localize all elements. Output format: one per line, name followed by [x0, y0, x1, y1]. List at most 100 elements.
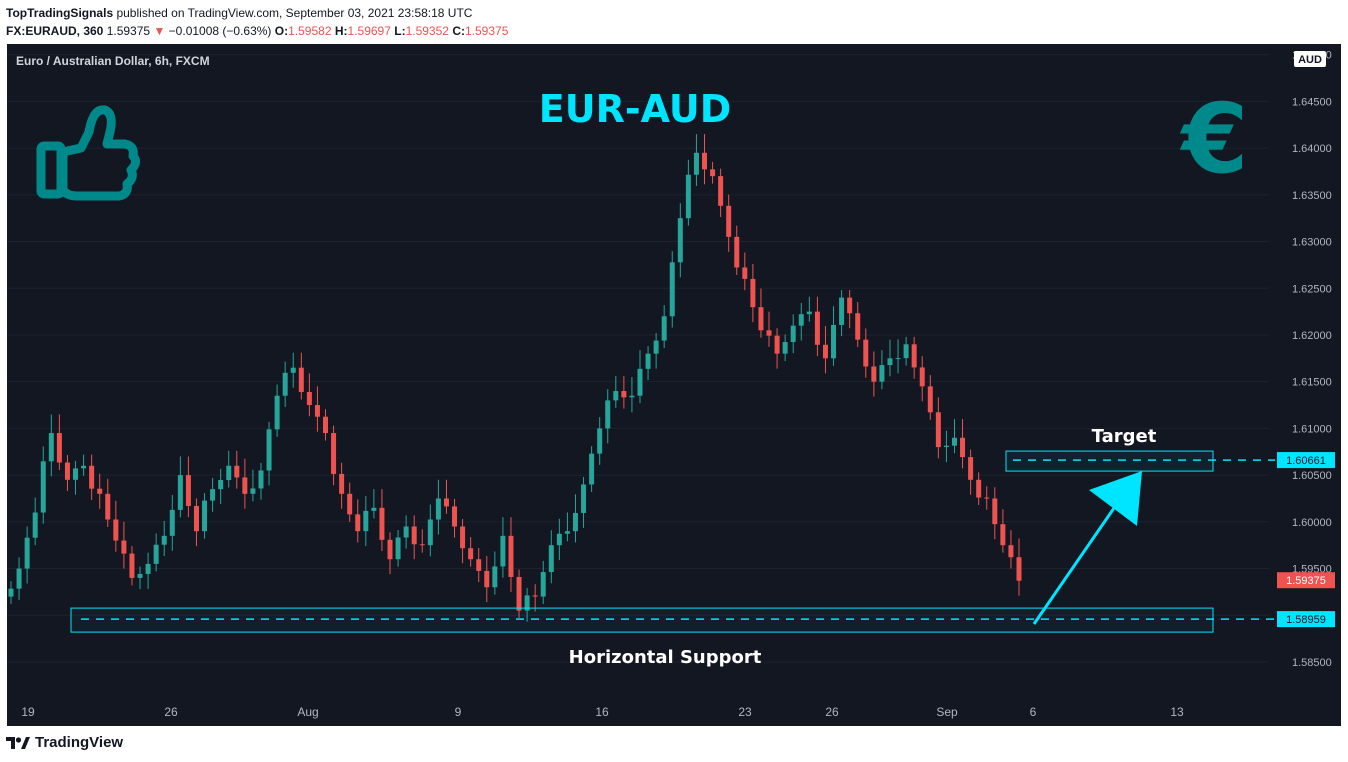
candle-body — [177, 475, 183, 510]
chart-canvas[interactable]: Euro / Australian Dollar, 6h, FXCM EUR-A… — [7, 44, 1341, 726]
candle-body — [548, 545, 554, 573]
tradingview-logo-icon — [6, 736, 30, 749]
candle-body — [556, 533, 562, 546]
candle-body — [121, 540, 127, 554]
price-tick-label: 1.61000 — [1292, 423, 1332, 435]
candle-body — [290, 367, 296, 373]
candle-body — [702, 152, 708, 170]
support-zone[interactable] — [70, 607, 1275, 633]
svg-text:1.59375: 1.59375 — [1286, 575, 1326, 587]
support-price-tag: 1.58959 — [1277, 611, 1335, 628]
candle-body — [371, 507, 377, 511]
candle-body — [137, 573, 143, 578]
svg-text:1.58959: 1.58959 — [1286, 614, 1326, 626]
target-label: Target — [1092, 426, 1157, 447]
time-tick-label: 13 — [1170, 705, 1184, 719]
candle-body — [73, 468, 79, 480]
publish-line: TopTradingSignals published on TradingVi… — [6, 4, 508, 22]
candle-body — [605, 400, 611, 429]
candle-body — [81, 465, 87, 469]
candle-body — [242, 477, 248, 494]
candle-body — [1016, 557, 1022, 581]
target-zone[interactable] — [1005, 450, 1275, 472]
candle-body — [766, 330, 772, 336]
price-axis[interactable]: 1.650001.645001.640001.635001.630001.625… — [1292, 50, 1332, 669]
candle-body — [89, 465, 95, 489]
candle-body — [484, 570, 490, 588]
candle-body — [1000, 524, 1006, 546]
tradingview-brand[interactable]: TradingView — [6, 734, 123, 751]
time-tick-label: 26 — [825, 705, 839, 719]
current-price-tag: 1.59375 — [1277, 572, 1335, 589]
candle-body — [951, 437, 957, 446]
candle-body — [710, 169, 716, 177]
target-price-tag: 1.60661 — [1277, 452, 1335, 469]
candle-body — [943, 445, 949, 448]
publish-info: published on TradingView.com, September … — [113, 6, 473, 20]
candle-body — [40, 461, 46, 513]
candle-body — [411, 526, 417, 545]
candle-body — [395, 537, 401, 560]
candle-body — [492, 566, 498, 588]
candle-body — [790, 325, 796, 342]
candle-body — [282, 372, 288, 396]
candle-body — [661, 316, 667, 341]
candle-body — [798, 314, 804, 326]
price-tick-label: 1.58500 — [1292, 657, 1332, 669]
candle-body — [185, 475, 191, 506]
author-name[interactable]: TopTradingSignals — [6, 6, 114, 20]
price-tick-label: 1.63000 — [1292, 237, 1332, 249]
candle-body — [161, 535, 167, 545]
candle-body — [806, 311, 812, 315]
euro-icon: € — [1180, 83, 1249, 195]
candle-body — [637, 368, 643, 396]
time-tick-label: 23 — [738, 705, 752, 719]
candle-body — [419, 544, 425, 546]
candle-body — [532, 595, 538, 597]
candle-body — [339, 473, 345, 494]
candle-body — [879, 365, 885, 382]
candle-body — [855, 313, 861, 340]
candle-body — [645, 353, 651, 369]
candle-body — [677, 218, 683, 263]
candle-body — [839, 297, 845, 325]
candle-body — [193, 505, 199, 532]
candle-body — [613, 391, 619, 401]
candle-body — [927, 386, 933, 413]
candle-body — [822, 344, 828, 359]
candle-body — [460, 526, 466, 549]
candle-body — [572, 512, 578, 532]
candle-body — [145, 563, 151, 574]
candle-body — [476, 559, 482, 571]
candle-body — [97, 488, 103, 494]
candle-body — [306, 391, 312, 406]
candle-body — [24, 537, 30, 569]
candle-body — [202, 500, 208, 532]
candle-body — [1008, 545, 1014, 558]
time-tick-label: 16 — [595, 705, 609, 719]
open-label: O: — [274, 24, 289, 38]
candle-body — [105, 493, 111, 520]
candle-body — [427, 519, 433, 546]
support-label: Horizontal Support — [569, 647, 762, 668]
candle-body — [564, 531, 570, 534]
candle-body — [685, 174, 691, 219]
candle-body — [693, 152, 699, 175]
candle-body — [887, 358, 893, 366]
svg-text:AUD: AUD — [1298, 54, 1322, 66]
candle-body — [621, 391, 627, 398]
time-axis[interactable]: 19 26 Aug 9 16 23 26 Sep 6 13 — [21, 705, 1184, 719]
chart-pane[interactable]: Euro / Australian Dollar, 6h, FXCM EUR-A… — [7, 44, 1341, 726]
candle-body — [718, 176, 724, 206]
price-change: −0.01008 (−0.63%) — [168, 24, 272, 38]
time-tick-label: 9 — [455, 705, 462, 719]
candle-body — [403, 526, 409, 538]
svg-text:1.60661: 1.60661 — [1286, 455, 1326, 467]
candle-body — [322, 416, 328, 434]
candle-body — [266, 429, 272, 471]
candle-body — [64, 462, 70, 480]
chart-title: EUR-AUD — [539, 87, 732, 131]
candle-body — [250, 488, 256, 494]
candle-body — [443, 498, 449, 507]
candle-body — [597, 428, 603, 454]
